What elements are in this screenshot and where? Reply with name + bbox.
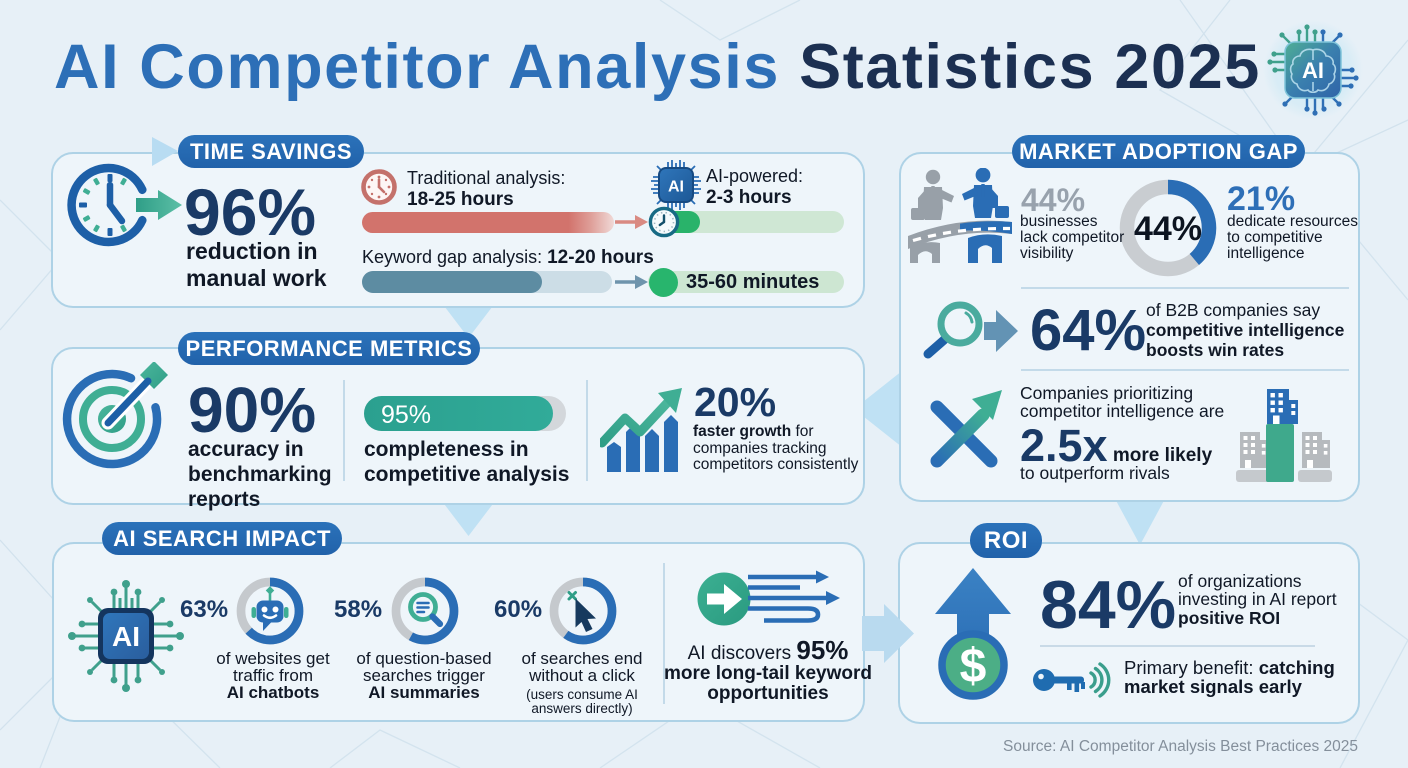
svg-text:AI: AI [668,179,684,196]
svg-text:AI: AI [1302,58,1324,83]
svg-text:AI: AI [112,621,140,652]
svg-text:$: $ [960,640,987,693]
